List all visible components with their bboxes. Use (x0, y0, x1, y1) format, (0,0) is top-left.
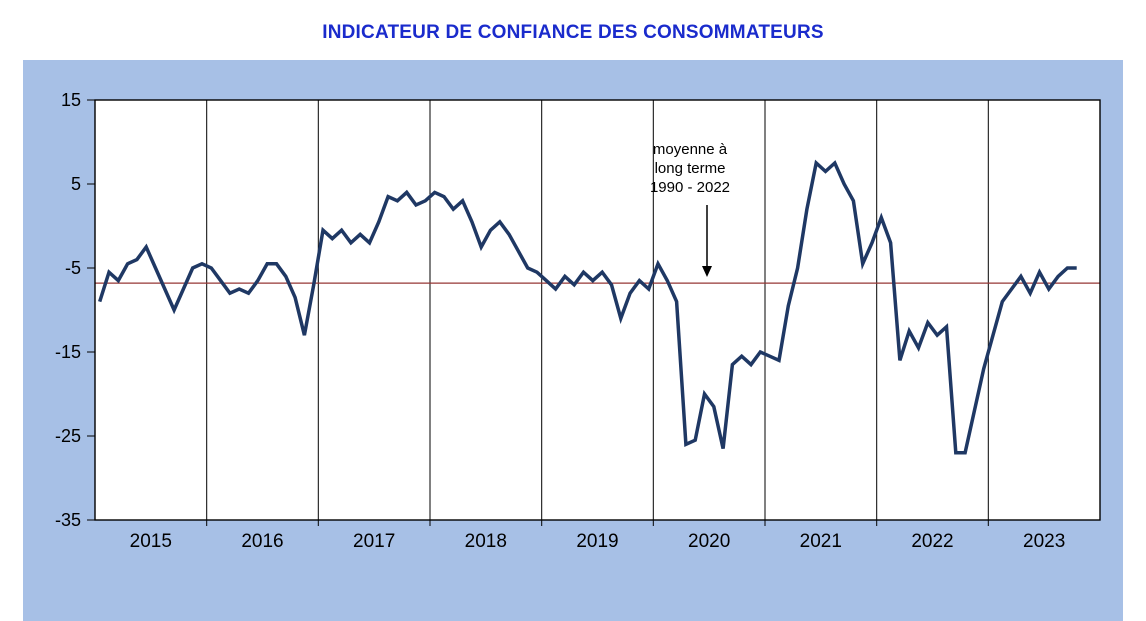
annotation-text: moyenne à (653, 141, 728, 158)
y-axis-label: -5 (65, 258, 81, 278)
x-axis-label: 2022 (911, 531, 953, 552)
y-axis-label: 5 (71, 174, 81, 194)
chart-title: INDICATEUR DE CONFIANCE DES CONSOMMATEUR… (322, 22, 824, 43)
annotation-text: 1990 - 2022 (650, 179, 730, 196)
x-axis-label: 2023 (1023, 531, 1065, 552)
annotation-text: long terme (655, 160, 726, 177)
x-axis-label: 2018 (465, 531, 507, 552)
x-axis-label: 2017 (353, 531, 395, 552)
x-axis-label: 2021 (800, 531, 842, 552)
chart-panel: 15 5 -5 -15 -25 -35 2015 2016 2017 2018 2019 2020 20… (23, 60, 1123, 621)
consumer-confidence-chart: 15 5 -5 -15 -25 -35 2015 2016 2017 2018 2019 2020 20… (55, 90, 1101, 552)
x-axis-label: 2015 (130, 531, 172, 552)
x-axis-label: 2019 (576, 531, 618, 552)
x-axis-label: 2020 (688, 531, 730, 552)
y-axis-label: 15 (61, 90, 81, 110)
x-axis-label: 2016 (241, 531, 283, 552)
plot-area (95, 100, 1100, 520)
y-axis-label: -35 (55, 510, 81, 530)
plot-border (94, 99, 1101, 521)
y-axis-label: -25 (55, 426, 81, 446)
confidence-line (98, 159, 1077, 455)
y-axis-label: -15 (55, 342, 81, 362)
annotation-arrowhead (702, 266, 712, 277)
